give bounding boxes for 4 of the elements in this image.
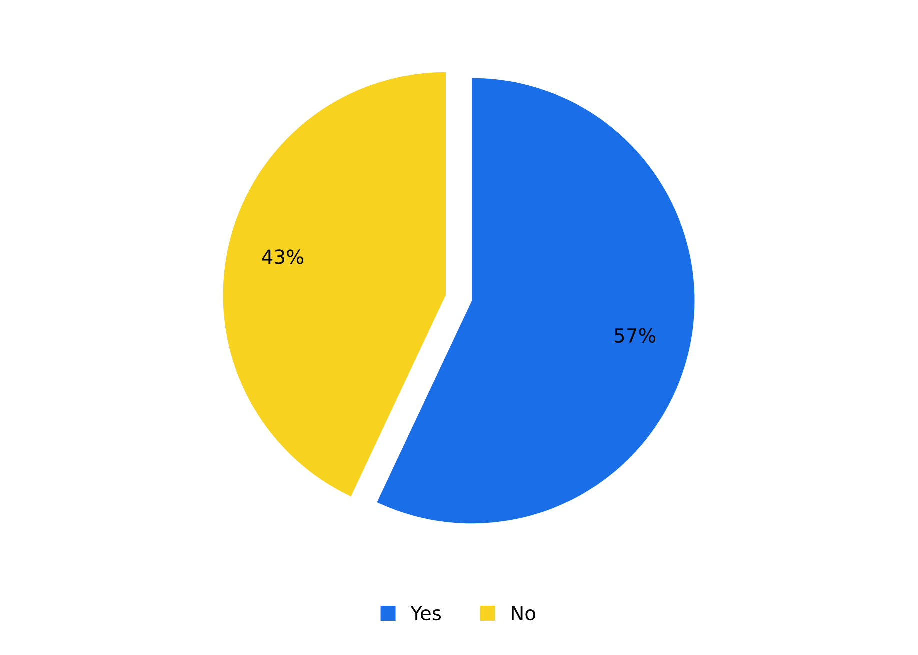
legend-label: No — [512, 606, 536, 621]
legend-label: Yes — [410, 606, 442, 621]
data-label: 43% — [262, 250, 304, 264]
data-label: 57% — [614, 328, 656, 344]
